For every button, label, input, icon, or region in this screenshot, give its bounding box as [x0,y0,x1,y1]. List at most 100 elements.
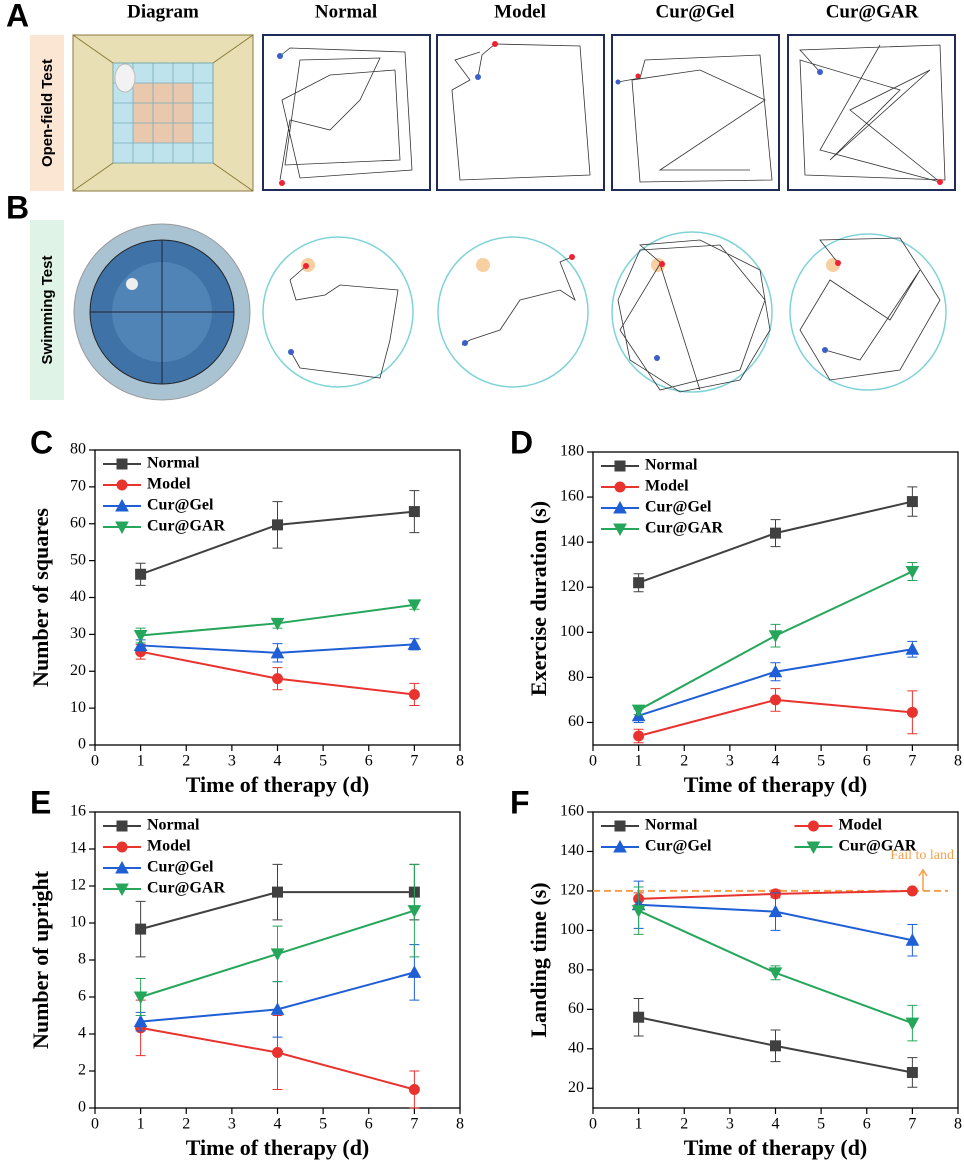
y-tick-label: 12 [70,877,86,894]
panel-letter: A [6,0,29,33]
legend-label: Cur@GAR [838,838,916,855]
marker [270,617,285,631]
column-header: Model [494,1,546,22]
panel-letter: C [30,424,53,460]
y-tick-label: 160 [560,488,584,505]
legend-label: Cur@Gel [147,859,214,876]
legend-marker [115,498,129,512]
row-label: Open-field Test [39,59,56,167]
x-tick-label: 4 [274,1116,282,1133]
marker [768,630,783,643]
x-axis-title: Time of therapy (d) [684,772,868,797]
marker [770,694,781,706]
column-header: Cur@GAR [826,1,919,22]
x-tick-label: 3 [228,753,236,770]
legend-label: Model [838,817,882,834]
legend-label: Normal [645,817,698,834]
marker [905,565,920,579]
x-axis-title: Time of therapy (d) [186,1135,370,1160]
y-tick-label: 120 [560,882,584,899]
y-tick-label: 180 [560,443,584,460]
y-tick-label: 16 [70,803,86,820]
reference-arrow [918,868,928,891]
y-tick-label: 40 [70,588,86,605]
y-tick-label: 30 [70,625,86,642]
marker [407,637,422,650]
y-tick-label: 6 [78,988,86,1005]
marker [408,506,420,518]
marker [906,706,918,718]
x-tick-label: 8 [456,753,464,770]
y-tick-label: 80 [568,668,584,685]
marker [905,933,920,946]
marker [272,673,283,685]
x-axis-title: Time of therapy (d) [684,1135,868,1160]
y-tick-label: 60 [70,514,86,531]
y-axis-title: Number of upright [28,870,53,1049]
x-tick-label: 0 [91,1116,99,1133]
y-axis-title: Exercise duration (s) [526,501,551,696]
marker [133,629,148,643]
y-tick-label: 60 [568,713,584,730]
y-tick-label: 0 [78,1099,86,1116]
open-field-tracks [262,34,956,191]
marker [272,886,283,898]
swimming-tracks [262,231,947,393]
legend-marker [115,521,129,535]
panel-letter: F [510,784,530,820]
x-tick-label: 4 [772,1116,780,1133]
y-tick-label: 160 [560,803,584,820]
marker [768,664,783,678]
row-label-box [30,220,64,400]
y-tick-label: 120 [560,578,584,595]
marker [768,904,783,918]
y-tick-label: 14 [70,840,86,857]
marker [270,948,285,961]
marker [905,1017,920,1031]
marker [633,577,645,589]
marker [770,527,781,539]
panel-letter: D [510,424,533,460]
marker [133,638,148,651]
x-tick-label: 7 [410,1116,418,1133]
x-tick-label: 8 [954,1116,962,1133]
y-tick-label: 70 [70,478,86,495]
y-tick-label: 10 [70,914,86,931]
marker [133,1014,148,1028]
x-axis-title: Time of therapy (d) [186,772,370,797]
marker [270,1002,285,1015]
legend-label: Normal [147,455,200,472]
y-axis-title: Number of squares [28,508,53,687]
y-tick-label: 10 [70,699,86,716]
x-tick-label: 4 [274,753,282,770]
y-tick-label: 80 [568,961,584,978]
x-tick-label: 2 [182,753,190,770]
legend-label: Cur@GAR [645,520,723,537]
legend-marker [613,839,627,853]
legend-marker [116,841,128,853]
marker [135,568,147,580]
legend-marker [116,458,128,470]
legend-marker [806,841,821,855]
x-tick-label: 0 [91,753,99,770]
y-tick-label: 0 [78,736,86,753]
x-tick-label: 3 [726,1116,734,1133]
x-tick-label: 7 [410,753,418,770]
y-axis-title: Landing time (s) [526,882,551,1037]
x-tick-label: 1 [635,1116,643,1133]
x-tick-label: 0 [589,1116,597,1133]
legend-marker [613,523,627,537]
marker [631,905,646,918]
y-tick-label: 100 [560,921,584,938]
legend-marker [614,481,626,493]
marker [133,991,148,1005]
x-tick-label: 1 [635,753,643,770]
panel-letter: E [30,784,51,820]
legend-marker [115,883,129,897]
x-tick-label: 8 [954,753,962,770]
marker [407,965,422,978]
marker [272,519,283,531]
legend-label: Cur@Gel [645,838,712,855]
reference-label: Fail to land [890,848,954,863]
